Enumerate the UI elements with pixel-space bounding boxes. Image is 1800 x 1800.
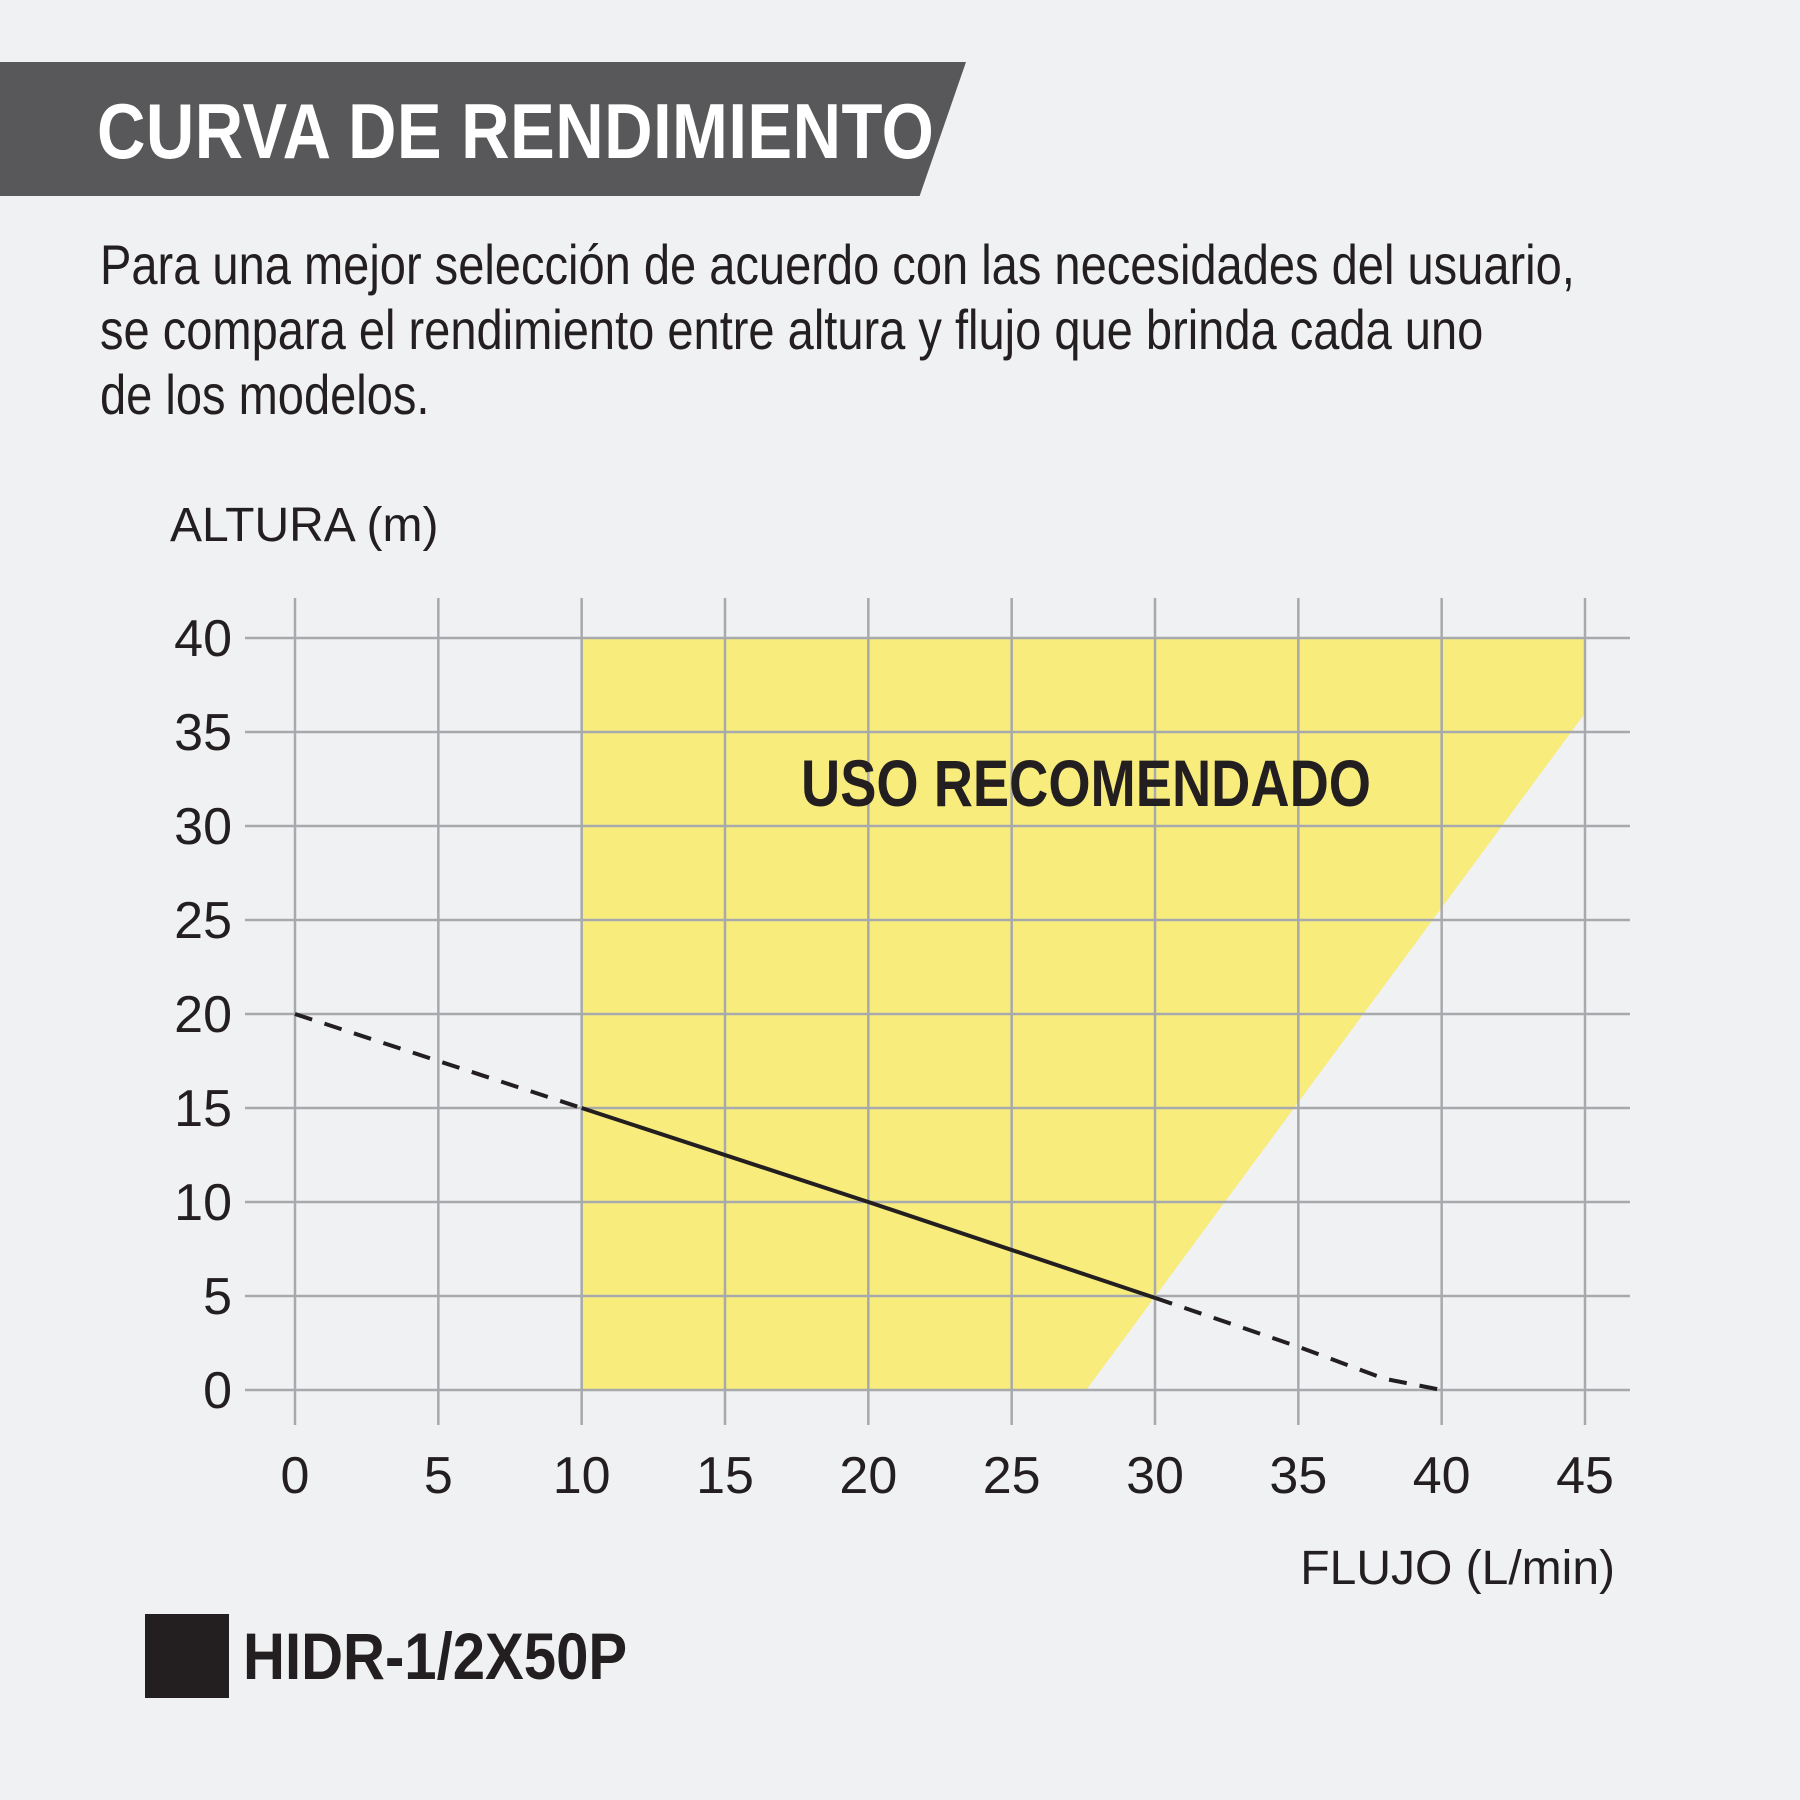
label-layer: 0 5 10 15 20 25 30 35 40 0 5 10 15 20 25 30 35 40 45 ALTURA… <box>170 499 1615 1595</box>
x-tick-label: 30 <box>1126 1447 1184 1505</box>
description-line: de los modelos. <box>100 363 430 426</box>
y-tick-label: 0 <box>203 1362 232 1420</box>
legend: HIDR-1/2X50P <box>145 1614 680 1698</box>
page-title: CURVA DE RENDIMIENTO <box>97 87 935 175</box>
curve-dashed-end <box>1154 1295 1443 1392</box>
y-tick-label: 10 <box>174 1174 232 1232</box>
description: Para una mejor selección de acuerdo con … <box>100 232 1696 427</box>
curve-solid <box>581 1106 1156 1300</box>
x-tick-label: 0 <box>281 1447 310 1505</box>
y-tick-label: 5 <box>203 1268 232 1326</box>
grid-layer <box>245 598 1630 1425</box>
x-tick-label: 5 <box>424 1447 453 1505</box>
description-line: Para una mejor selección de acuerdo con … <box>100 233 1575 296</box>
y-axis-label: ALTURA (m) <box>170 499 438 552</box>
y-tick-label: 15 <box>174 1080 232 1138</box>
legend-label: HIDR-1/2X50P <box>243 1619 628 1693</box>
curve-layer <box>294 1012 1443 1392</box>
y-tick-label: 35 <box>174 704 232 762</box>
curve-dashed-start <box>294 1012 583 1110</box>
y-tick-label: 25 <box>174 892 232 950</box>
x-tick-label: 25 <box>983 1447 1041 1505</box>
x-tick-label: 35 <box>1269 1447 1327 1505</box>
title-banner: CURVA DE RENDIMIENTO <box>0 62 966 196</box>
x-axis-label: FLUJO (L/min) <box>1300 1542 1615 1595</box>
x-tick-label: 15 <box>696 1447 754 1505</box>
x-tick-label: 45 <box>1556 1447 1614 1505</box>
x-tick-label: 10 <box>553 1447 611 1505</box>
zone-label: USO RECOMENDADO <box>801 746 1371 820</box>
y-tick-label: 40 <box>174 610 232 668</box>
legend-swatch <box>145 1614 229 1698</box>
y-tick-label: 30 <box>174 798 232 856</box>
description-line: se compara el rendimiento entre altura y… <box>100 298 1484 361</box>
x-tick-label: 40 <box>1413 1447 1471 1505</box>
y-tick-label: 20 <box>174 986 232 1044</box>
x-tick-label: 20 <box>839 1447 897 1505</box>
